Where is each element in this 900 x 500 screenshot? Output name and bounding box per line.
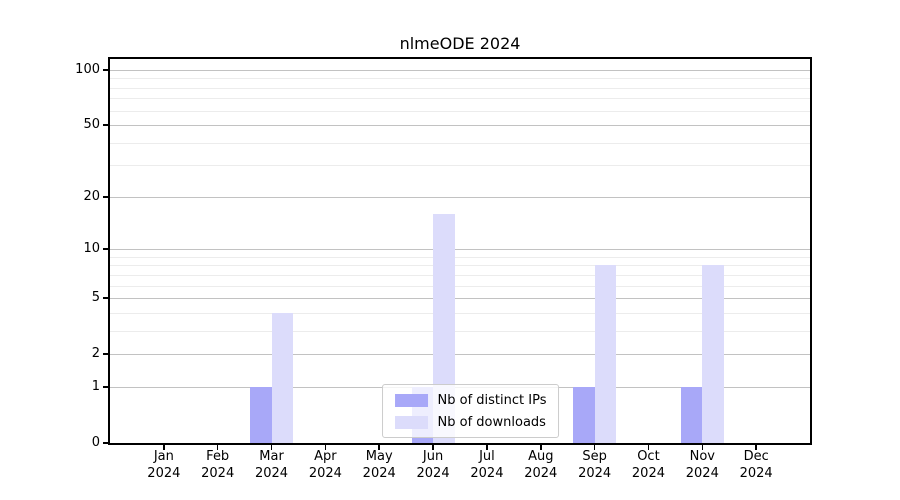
y-tick-label: 10 bbox=[83, 241, 100, 257]
x-tick-label: Sep 2024 bbox=[578, 449, 612, 481]
x-tick-mark bbox=[378, 445, 380, 450]
x-tick-label: Oct 2024 bbox=[631, 449, 665, 481]
bar-downloads bbox=[271, 312, 294, 443]
x-tick-mark bbox=[701, 445, 704, 450]
bar-distinct-ips bbox=[573, 386, 595, 443]
major-gridline bbox=[110, 354, 810, 356]
x-tick-label: Jan 2024 bbox=[147, 449, 181, 481]
major-gridline bbox=[110, 70, 810, 71]
y-tick-label: 20 bbox=[83, 188, 100, 204]
bar-distinct-ips bbox=[250, 386, 272, 443]
minor-gridline bbox=[110, 265, 810, 267]
legend-item-downloads: Nb of downloads bbox=[394, 412, 547, 432]
minor-gridline bbox=[110, 274, 810, 276]
minor-gridline bbox=[110, 165, 810, 167]
bar-downloads bbox=[702, 265, 724, 443]
minor-gridline bbox=[110, 312, 810, 314]
minor-gridline bbox=[110, 87, 810, 89]
minor-gridline bbox=[110, 285, 810, 287]
x-tick-mark bbox=[647, 445, 650, 450]
x-tick-label: May 2024 bbox=[362, 449, 396, 481]
major-gridline bbox=[110, 249, 810, 251]
x-tick-label: Apr 2024 bbox=[308, 449, 342, 481]
x-tick-mark bbox=[216, 445, 219, 450]
x-tick-mark bbox=[432, 445, 434, 450]
x-tick-label: Dec 2024 bbox=[739, 449, 773, 481]
x-tick-label: Jul 2024 bbox=[470, 449, 504, 481]
x-tick-mark bbox=[163, 445, 165, 450]
x-tick-mark bbox=[540, 445, 542, 450]
y-tick-label: 1 bbox=[91, 378, 100, 394]
y-tick-label: 100 bbox=[75, 62, 100, 77]
legend-label-downloads: Nb of downloads bbox=[437, 414, 546, 430]
minor-gridline bbox=[110, 98, 810, 100]
minor-gridline bbox=[110, 142, 810, 144]
y-tick-label: 50 bbox=[83, 117, 100, 133]
legend-swatch-downloads-icon bbox=[394, 415, 428, 429]
bar-downloads bbox=[594, 265, 617, 443]
x-tick-mark bbox=[486, 445, 488, 450]
x-tick-label: Mar 2024 bbox=[254, 449, 289, 481]
x-tick-label: Feb 2024 bbox=[201, 449, 235, 481]
x-tick-label: Nov 2024 bbox=[685, 449, 719, 481]
x-tick-label: Aug 2024 bbox=[524, 449, 558, 481]
x-tick-mark bbox=[755, 445, 757, 450]
minor-gridline bbox=[110, 330, 810, 332]
major-gridline bbox=[110, 125, 810, 127]
plot-area: Nb of distinct IPs Nb of downloads bbox=[108, 57, 812, 445]
major-gridline bbox=[110, 196, 810, 198]
minor-gridline bbox=[110, 256, 810, 258]
minor-gridline bbox=[110, 78, 810, 80]
legend-label-distinct-ips: Nb of distinct IPs bbox=[437, 392, 547, 408]
legend-item-distinct-ips: Nb of distinct IPs bbox=[394, 390, 547, 410]
x-tick-mark bbox=[324, 445, 327, 450]
major-gridline bbox=[110, 298, 810, 300]
x-tick-mark bbox=[270, 445, 273, 450]
y-tick-label: 5 bbox=[91, 290, 100, 306]
y-tick-label: 2 bbox=[91, 346, 100, 362]
x-tick-label: Jun 2024 bbox=[416, 449, 450, 481]
minor-gridline bbox=[110, 110, 810, 112]
bar-distinct-ips bbox=[680, 386, 703, 443]
x-tick-mark bbox=[593, 445, 596, 450]
legend-swatch-distinct-ips-icon bbox=[394, 393, 428, 407]
legend: Nb of distinct IPs Nb of downloads bbox=[381, 384, 560, 438]
chart-title: nlmeODE 2024 bbox=[399, 34, 521, 53]
y-tick-label: 0 bbox=[91, 435, 100, 450]
